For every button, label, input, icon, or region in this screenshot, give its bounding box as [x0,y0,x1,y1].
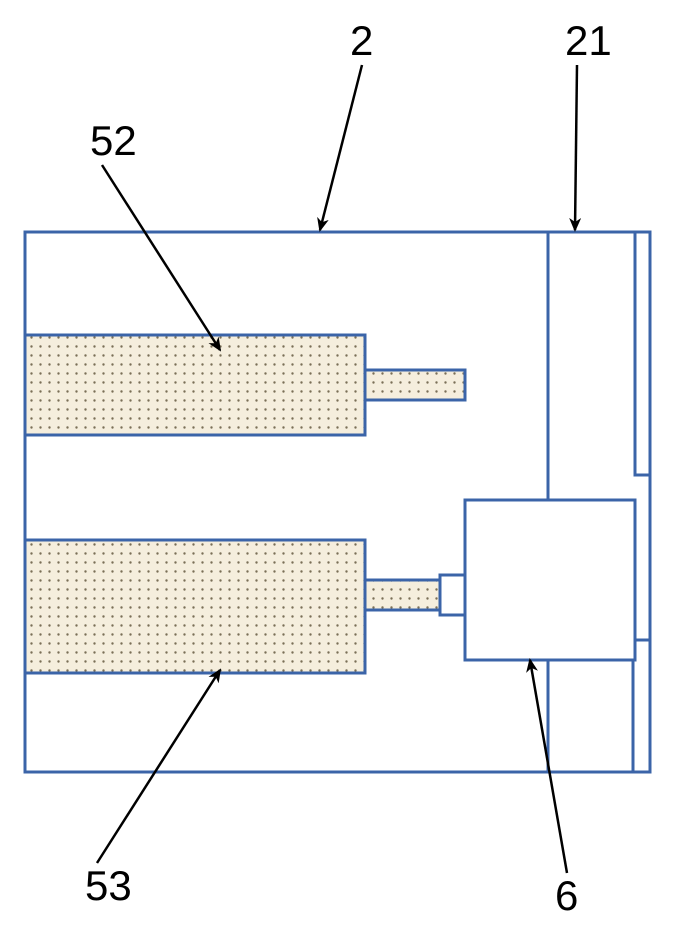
label-top_left: 2 [350,17,373,64]
arrow-box_53 [97,670,220,863]
diagram-canvas: 2 21 52 53 6 [0,0,699,939]
stub-upper [365,370,465,400]
dotted-block-upper [25,335,365,435]
right-strip-top [635,232,650,475]
label-top_right: 21 [565,17,612,64]
block-6 [465,500,635,660]
arrow-top_left [320,65,362,230]
arrow-box_52 [102,165,220,350]
label-box_52: 52 [90,117,137,164]
arrow-top_right [575,65,577,230]
label-box_6: 6 [555,872,578,919]
dotted-block-lower [25,540,365,673]
stub-lower [365,580,440,610]
label-box_53: 53 [85,862,132,909]
stub-lower-tip [440,575,465,615]
